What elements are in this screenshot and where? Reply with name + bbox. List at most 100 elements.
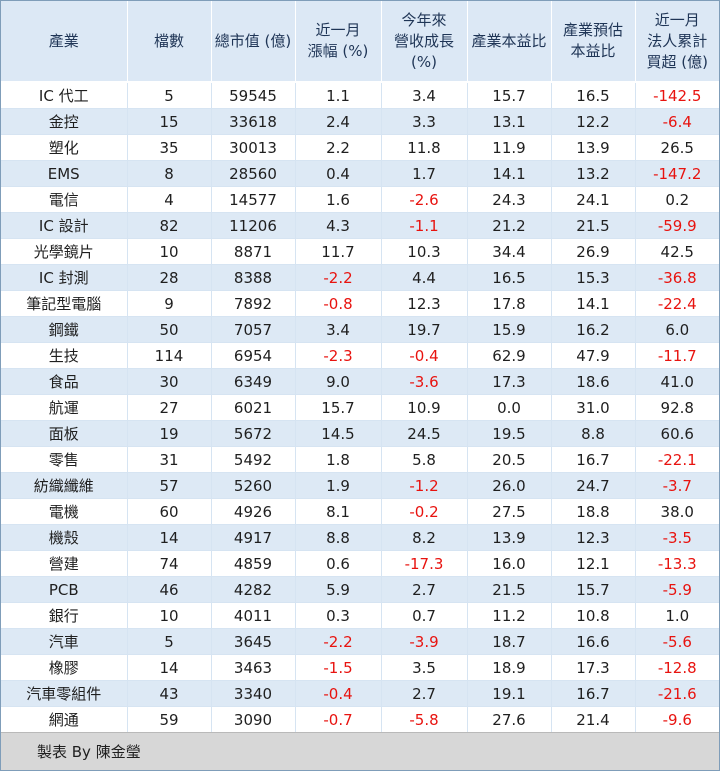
cell-institutional-net-buy: -21.6 [635,680,719,707]
cell-market-cap: 4011 [211,602,296,629]
table-row: 零售 31 5492 1.8 5.8 20.5 16.7 -22.1 [1,446,719,473]
cell-industry-pe: 17.8 [467,290,552,317]
cell-industry-pe: 19.5 [467,420,552,447]
cell-count: 8 [127,160,212,187]
cell-industry: 網通 [1,706,128,733]
cell-industry-pe: 21.2 [467,212,552,239]
cell-industry-pe: 11.2 [467,602,552,629]
table-row: 電信 4 14577 1.6 -2.6 24.3 24.1 0.2 [1,186,719,213]
cell-revenue-growth: 2.7 [381,680,468,707]
cell-revenue-growth: 3.4 [381,82,468,109]
cell-institutional-net-buy: 38.0 [635,498,719,525]
cell-forecast-pe: 12.1 [551,550,636,577]
cell-count: 15 [127,108,212,135]
table-row: EMS 8 28560 0.4 1.7 14.1 13.2 -147.2 [1,160,719,187]
cell-count: 59 [127,706,212,733]
cell-institutional-net-buy: -6.4 [635,108,719,135]
cell-industry-pe: 19.1 [467,680,552,707]
table-row: 銀行 10 4011 0.3 0.7 11.2 10.8 1.0 [1,602,719,629]
cell-industry-pe: 17.3 [467,368,552,395]
cell-industry-pe: 14.1 [467,160,552,187]
header-forecast-pe: 產業預估 本益比 [551,1,636,83]
cell-revenue-growth: 24.5 [381,420,468,447]
cell-monthly-change: 1.6 [295,186,382,213]
cell-monthly-change: 14.5 [295,420,382,447]
cell-revenue-growth: -3.9 [381,628,468,655]
table-row: 橡膠 14 3463 -1.5 3.5 18.9 17.3 -12.8 [1,654,719,681]
cell-revenue-growth: 19.7 [381,316,468,343]
cell-revenue-growth: -5.8 [381,706,468,733]
table-header: 產業 檔數 總市值 (億) 近一月 漲幅 (%) 今年來 營收成長 (%) 產業本益比 產業… [1,1,719,83]
cell-forecast-pe: 31.0 [551,394,636,421]
footer-credit: 製表 By 陳金瑩 [1,732,719,770]
cell-market-cap: 5672 [211,420,296,447]
cell-industry-pe: 15.7 [467,82,552,109]
cell-market-cap: 11206 [211,212,296,239]
cell-market-cap: 28560 [211,160,296,187]
cell-revenue-growth: 12.3 [381,290,468,317]
cell-count: 10 [127,238,212,265]
cell-count: 46 [127,576,212,603]
cell-market-cap: 33618 [211,108,296,135]
cell-monthly-change: 9.0 [295,368,382,395]
cell-monthly-change: 11.7 [295,238,382,265]
cell-count: 43 [127,680,212,707]
cell-monthly-change: -0.4 [295,680,382,707]
cell-revenue-growth: -0.2 [381,498,468,525]
cell-industry: 金控 [1,108,128,135]
cell-industry: 生技 [1,342,128,369]
header-row: 產業 檔數 總市值 (億) 近一月 漲幅 (%) 今年來 營收成長 (%) 產業本益比 產業… [1,1,719,83]
cell-forecast-pe: 15.3 [551,264,636,291]
cell-forecast-pe: 24.1 [551,186,636,213]
cell-industry-pe: 11.9 [467,134,552,161]
table-row: IC 代工 5 59545 1.1 3.4 15.7 16.5 -142.5 [1,82,719,109]
header-market-cap: 總市值 (億) [211,1,296,83]
cell-industry: 筆記型電腦 [1,290,128,317]
cell-industry: 光學鏡片 [1,238,128,265]
cell-industry: 塑化 [1,134,128,161]
cell-revenue-growth: 4.4 [381,264,468,291]
table-row: 航運 27 6021 15.7 10.9 0.0 31.0 92.8 [1,394,719,421]
table-row: 網通 59 3090 -0.7 -5.8 27.6 21.4 -9.6 [1,706,719,733]
cell-forecast-pe: 12.3 [551,524,636,551]
table-row: 汽車零組件 43 3340 -0.4 2.7 19.1 16.7 -21.6 [1,680,719,707]
table-row: 汽車 5 3645 -2.2 -3.9 18.7 16.6 -5.6 [1,628,719,655]
cell-market-cap: 3645 [211,628,296,655]
cell-industry: 銀行 [1,602,128,629]
header-institutional-net-buy: 近一月 法人累計 買超 (億) [635,1,719,83]
table-row: 鋼鐵 50 7057 3.4 19.7 15.9 16.2 6.0 [1,316,719,343]
cell-count: 31 [127,446,212,473]
cell-institutional-net-buy: -9.6 [635,706,719,733]
cell-industry: 紡織纖維 [1,472,128,499]
cell-monthly-change: 0.4 [295,160,382,187]
cell-institutional-net-buy: -11.7 [635,342,719,369]
cell-revenue-growth: -1.2 [381,472,468,499]
cell-industry-pe: 21.5 [467,576,552,603]
cell-forecast-pe: 15.7 [551,576,636,603]
cell-industry: 鋼鐵 [1,316,128,343]
cell-monthly-change: 8.8 [295,524,382,551]
cell-industry: 航運 [1,394,128,421]
cell-market-cap: 8871 [211,238,296,265]
cell-revenue-growth: 0.7 [381,602,468,629]
cell-monthly-change: -0.7 [295,706,382,733]
cell-industry-pe: 16.5 [467,264,552,291]
cell-forecast-pe: 18.6 [551,368,636,395]
cell-market-cap: 4926 [211,498,296,525]
cell-industry-pe: 0.0 [467,394,552,421]
cell-institutional-net-buy: 26.5 [635,134,719,161]
cell-industry-pe: 24.3 [467,186,552,213]
cell-industry: 汽車 [1,628,128,655]
industry-table: 產業 檔數 總市值 (億) 近一月 漲幅 (%) 今年來 營收成長 (%) 產業本益比 產業… [1,1,719,733]
cell-institutional-net-buy: -59.9 [635,212,719,239]
cell-monthly-change: 8.1 [295,498,382,525]
cell-revenue-growth: 10.3 [381,238,468,265]
cell-count: 60 [127,498,212,525]
cell-count: 82 [127,212,212,239]
cell-count: 5 [127,82,212,109]
cell-monthly-change: -2.2 [295,264,382,291]
cell-monthly-change: 0.6 [295,550,382,577]
cell-count: 19 [127,420,212,447]
cell-industry-pe: 16.0 [467,550,552,577]
